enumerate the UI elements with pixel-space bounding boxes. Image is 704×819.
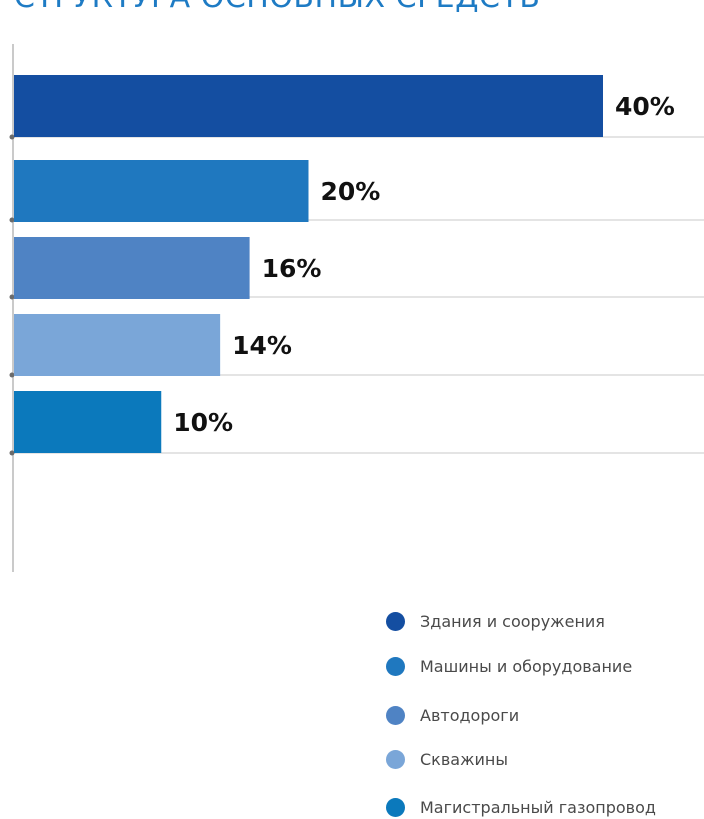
- legend-swatch-3: [386, 705, 405, 725]
- tick-dot-4: [9, 372, 15, 378]
- legend-label-1: Здания и сооружения: [420, 611, 605, 631]
- bar-chart: 40% 20% 16% 14% 10%: [9, 44, 704, 572]
- tick-dot-1: [9, 134, 15, 140]
- data-label-5: 10%: [173, 408, 233, 437]
- bar-5: [14, 391, 162, 453]
- legend-swatch-1: [386, 611, 405, 631]
- legend-swatch-5: [386, 797, 405, 817]
- legend-label-2: Машины и оборудование: [420, 656, 633, 676]
- data-label-1: 40%: [615, 92, 675, 121]
- data-label-4: 14%: [232, 331, 292, 360]
- bar-4: [14, 314, 221, 376]
- data-label-3: 16%: [262, 254, 322, 283]
- legend-item-5: Магистральный газопровод: [386, 795, 656, 819]
- tick-dot-5: [9, 450, 15, 456]
- legend-label-5: Магистральный газопровод: [420, 797, 656, 817]
- tick-dot-3: [9, 294, 15, 300]
- bar-2: [14, 160, 309, 222]
- legend-swatch-4: [386, 749, 405, 769]
- bar-3: [14, 237, 250, 299]
- legend-item-3: Автодороги: [386, 703, 519, 727]
- legend-label-3: Автодороги: [420, 705, 520, 725]
- tick-dot-2: [9, 217, 15, 223]
- legend-label-4: Скважины: [420, 749, 508, 769]
- legend-item-4: Скважины: [386, 747, 508, 771]
- legend-swatch-2: [386, 656, 405, 676]
- chart-title: СТРУКТУРА ОСНОВНЫХ СРЕДСТВ: [14, 0, 540, 15]
- bar-1: [14, 75, 603, 137]
- legend-item-2: Машины и оборудование: [386, 654, 632, 678]
- legend-item-1: Здания и сооружения: [386, 609, 605, 633]
- data-label-2: 20%: [321, 177, 381, 206]
